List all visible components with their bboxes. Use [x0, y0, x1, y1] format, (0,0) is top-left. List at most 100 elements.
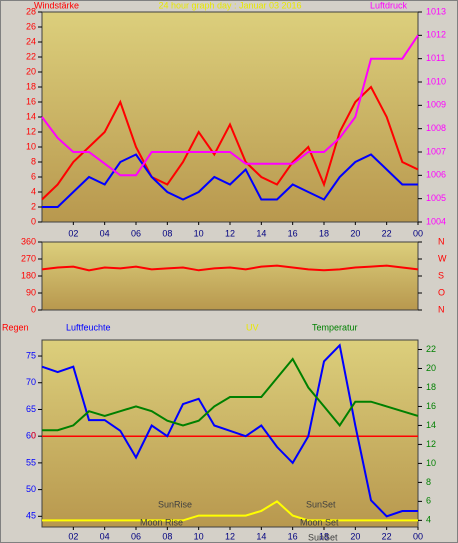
y2-tick-label: 1005 — [426, 193, 446, 203]
y-tick-label: 26 — [26, 21, 36, 31]
x-tick-label: 14 — [256, 228, 266, 238]
chart-title: 24 hour graph day : Januar 03 2016 — [158, 0, 301, 10]
y2-tick-label: 16 — [426, 401, 436, 411]
plot-area — [41, 241, 419, 311]
y2-tick-label: 18 — [426, 382, 436, 392]
y-tick-label: 45 — [26, 511, 36, 521]
y-tick-label: 75 — [26, 350, 36, 360]
y-tick-label: 16 — [26, 96, 36, 106]
y2-tick-label: 14 — [426, 420, 436, 430]
y-tick-label: 24 — [26, 36, 36, 46]
legend-label: Regen — [2, 322, 29, 332]
y2-tick-label: 1013 — [426, 6, 446, 16]
y2-tick-label: N — [438, 304, 445, 314]
y-tick-label: 270 — [21, 253, 36, 263]
y-tick-label: 22 — [26, 51, 36, 61]
y-tick-label: 8 — [31, 156, 36, 166]
y-tick-label: 12 — [26, 126, 36, 136]
y2-tick-label: 1006 — [426, 170, 446, 180]
plot-area — [41, 339, 419, 528]
annotation: SunSet — [308, 532, 338, 542]
y2-tick-label: N — [438, 236, 445, 246]
y2-tick-label: 1011 — [426, 53, 445, 63]
y-tick-label: 10 — [26, 141, 36, 151]
series-line — [42, 500, 418, 522]
y2-tick-label: S — [438, 270, 444, 280]
annotation: Moon Set — [300, 517, 339, 527]
x-tick-label: 18 — [319, 531, 329, 541]
x-tick-label: 20 — [350, 531, 360, 541]
y-tick-label: 2 — [31, 201, 36, 211]
y2-tick-label: 6 — [426, 496, 431, 506]
legend-label: Temperatur — [312, 322, 358, 332]
y2-tick-label: 1008 — [426, 123, 446, 133]
y-tick-label: 50 — [26, 484, 36, 494]
y2-tick-label: 22 — [426, 344, 436, 354]
y2-axis-label: Luftdruck — [370, 0, 408, 10]
x-tick-label: 00 — [413, 228, 423, 238]
x-tick-label: 08 — [162, 228, 172, 238]
y-tick-label: 18 — [26, 81, 36, 91]
y2-tick-label: W — [438, 253, 447, 263]
y-tick-label: 180 — [21, 270, 36, 280]
x-tick-label: 22 — [382, 531, 392, 541]
y-tick-label: 90 — [26, 287, 36, 297]
plot-area — [41, 11, 419, 223]
x-tick-label: 00 — [413, 531, 423, 541]
y2-tick-label: 1009 — [426, 100, 446, 110]
x-tick-label: 20 — [350, 228, 360, 238]
y-tick-label: 14 — [26, 111, 36, 121]
series-line — [42, 357, 419, 432]
y-tick-label: 70 — [26, 377, 36, 387]
y-axis-label: Windstärke — [34, 0, 79, 10]
x-tick-label: 02 — [68, 228, 78, 238]
y2-tick-label: 10 — [426, 458, 436, 468]
annotation: SunSet — [306, 499, 336, 509]
y-tick-label: 360 — [21, 236, 36, 246]
series-line — [41, 343, 418, 518]
x-tick-label: 06 — [131, 228, 141, 238]
y2-tick-label: 1010 — [426, 76, 446, 86]
x-tick-label: 16 — [288, 228, 298, 238]
y2-tick-label: 1007 — [426, 146, 446, 156]
annotation: SunRise — [158, 499, 192, 509]
x-tick-label: 14 — [256, 531, 266, 541]
x-tick-label: 16 — [288, 531, 298, 541]
x-tick-label: 12 — [225, 228, 235, 238]
legend-label: Luftfeuchte — [66, 322, 111, 332]
y-tick-label: 4 — [31, 186, 36, 196]
x-tick-label: 02 — [68, 531, 78, 541]
x-tick-label: 22 — [382, 228, 392, 238]
rain-tick-label: 0 — [31, 431, 36, 441]
y-tick-label: 28 — [26, 6, 36, 16]
y-tick-label: 6 — [31, 171, 36, 181]
x-tick-label: 12 — [225, 531, 235, 541]
x-tick-label: 08 — [162, 531, 172, 541]
x-tick-label: 10 — [194, 228, 204, 238]
y-tick-label: 65 — [26, 404, 36, 414]
y-tick-label: 60 — [26, 431, 36, 441]
x-tick-label: 04 — [100, 531, 110, 541]
series-line — [41, 85, 419, 201]
y2-tick-label: 20 — [426, 363, 436, 373]
y2-tick-label: 4 — [426, 515, 431, 525]
x-tick-label: 04 — [100, 228, 110, 238]
x-tick-label: 10 — [194, 531, 204, 541]
y2-tick-label: 1004 — [426, 216, 446, 226]
series-line — [42, 153, 418, 208]
y-tick-label: 55 — [26, 457, 36, 467]
series-line — [41, 264, 419, 272]
series-line — [41, 34, 419, 177]
y-tick-label: 20 — [26, 66, 36, 76]
x-tick-label: 18 — [319, 228, 329, 238]
y2-tick-label: 1012 — [426, 30, 446, 40]
y2-tick-label: 8 — [426, 477, 431, 487]
annotation: Moon Rise — [140, 517, 183, 527]
y2-tick-label: 12 — [426, 439, 436, 449]
x-tick-label: 06 — [131, 531, 141, 541]
legend-label: UV — [246, 322, 259, 332]
y-tick-label: 0 — [31, 304, 36, 314]
y-tick-label: 0 — [31, 216, 36, 226]
